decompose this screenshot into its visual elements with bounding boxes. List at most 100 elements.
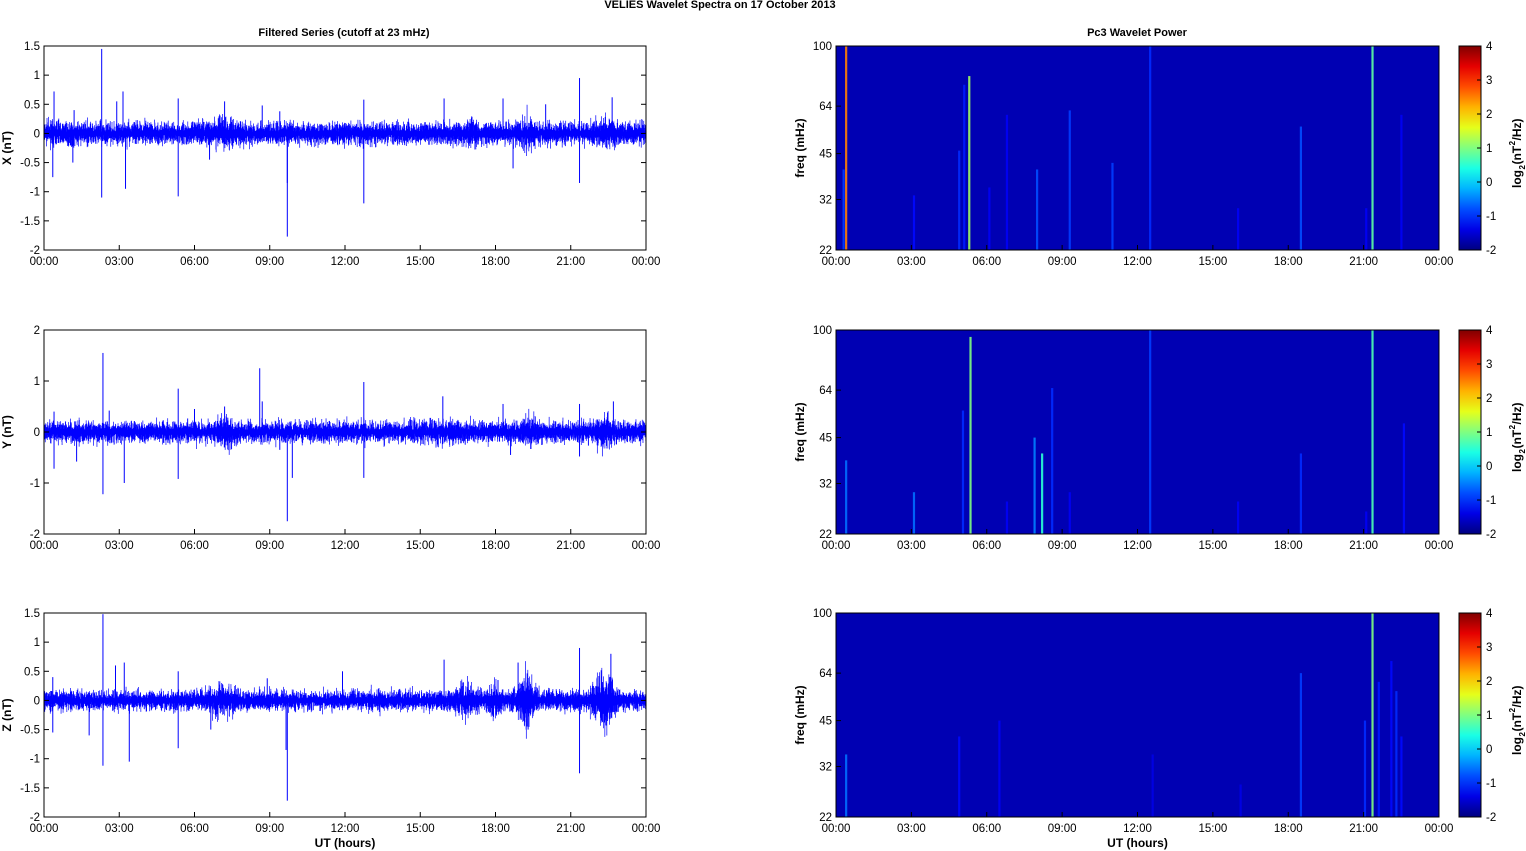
- colorbar-tick-label: 2: [1486, 109, 1492, 121]
- colorbar-tick-label: 0: [1486, 744, 1492, 756]
- power-streak: [1395, 691, 1398, 817]
- colorbar-label-part: 2: [1508, 140, 1517, 145]
- power-streak: [1363, 720, 1367, 817]
- power-streak: [912, 195, 916, 250]
- x-tick-label: 21:00: [556, 540, 585, 552]
- power-streak: [1068, 492, 1071, 534]
- y-tick-label: -1.5: [20, 216, 40, 228]
- y-tick-label: 1: [34, 637, 40, 649]
- x-tick-label: 15:00: [406, 540, 435, 552]
- x-tick-label: 00:00: [822, 256, 851, 268]
- colorbar-tick-label: 1: [1486, 710, 1492, 722]
- colorbar-label: log2(nT2/Hz): [1508, 685, 1526, 755]
- y-tick-label: -0.5: [20, 725, 40, 737]
- power-streak: [1400, 114, 1403, 250]
- power-streak: [1149, 46, 1152, 250]
- x-tick-label: 03:00: [105, 823, 134, 835]
- right-column-title: Pc3 Wavelet Power: [1087, 27, 1188, 39]
- y-axis-label: X (nT): [0, 131, 14, 165]
- power-streak: [1371, 330, 1374, 534]
- colorbar-label-part: log: [1510, 454, 1524, 472]
- timeseries-panel: 1.5 1 0.5 0 -0.5 -1 -1.5 -2 Z (nT) 00:00 03:00 06:0…: [0, 608, 660, 850]
- colorbar-tick-label: 0: [1486, 461, 1492, 473]
- colorbar-label-part: log: [1510, 737, 1524, 755]
- power-streak: [1377, 681, 1380, 817]
- x-tick-label: 21:00: [1349, 823, 1378, 835]
- y-tick-label: -2: [30, 245, 40, 257]
- power-streak: [1051, 388, 1054, 534]
- y-tick-label: 32: [819, 195, 832, 207]
- x-tick-label: 09:00: [1048, 540, 1077, 552]
- x-tick-label: 00:00: [822, 540, 851, 552]
- colorbar-label-part: /Hz): [1510, 402, 1524, 424]
- x-tick-label: 00:00: [1425, 256, 1454, 268]
- left-column-title: Filtered Series (cutoff at 23 mHz): [258, 27, 429, 39]
- y-tick-label: 45: [819, 433, 832, 445]
- x-tick-label: 15:00: [1198, 823, 1227, 835]
- power-streak: [1239, 784, 1242, 817]
- x-tick-label: 15:00: [406, 823, 435, 835]
- heatmap-background: [836, 613, 1439, 817]
- y-axis-label: Z (nT): [0, 698, 14, 731]
- x-tick-label: 09:00: [1048, 256, 1077, 268]
- x-tick-label: 00:00: [632, 823, 661, 835]
- y-tick-label: 32: [819, 762, 832, 774]
- x-tick-label: 06:00: [972, 540, 1001, 552]
- y-tick-label: 45: [819, 149, 832, 161]
- y-axis-label: Y (nT): [0, 415, 14, 449]
- colorbar-label: log2(nT2/Hz): [1508, 118, 1526, 188]
- plot-area: [44, 613, 646, 817]
- x-tick-label: 06:00: [180, 540, 209, 552]
- power-streak: [842, 169, 845, 250]
- x-tick-label: 09:00: [255, 823, 284, 835]
- x-tick-label: 12:00: [1123, 540, 1152, 552]
- x-tick-label: 18:00: [1274, 823, 1303, 835]
- power-streak: [958, 150, 961, 250]
- x-tick-label: 15:00: [406, 256, 435, 268]
- timeseries-panel: 2 1 0 -1 -2 Y (nT) 00:00 03:00 06:00 09:00 12:00 15…: [0, 325, 660, 552]
- x-tick-label: 09:00: [255, 540, 284, 552]
- panels-layer: 1.5 1 0.5 0 -0.5 -1 -1.5 -2 X (nT) 00:00 03:00 06:0…: [0, 41, 1526, 850]
- power-streak: [998, 720, 1001, 817]
- x-tick-label: 21:00: [556, 823, 585, 835]
- colorbar-tick-label: 0: [1486, 177, 1492, 189]
- x-tick-label: 03:00: [897, 256, 926, 268]
- power-streak: [968, 76, 971, 250]
- x-tick-label: 06:00: [972, 256, 1001, 268]
- power-streak: [1371, 46, 1374, 250]
- colorbar-tick-label: 1: [1486, 427, 1492, 439]
- y-tick-label: 0: [34, 128, 40, 140]
- x-tick-label: 00:00: [30, 256, 59, 268]
- colorbar-tick-label: 4: [1486, 325, 1493, 337]
- power-streak: [1390, 661, 1393, 817]
- x-tick-label: 00:00: [30, 540, 59, 552]
- y-tick-label: 0: [34, 427, 40, 439]
- colorbar-label-part: 2: [1508, 707, 1517, 712]
- x-tick-label: 00:00: [632, 256, 661, 268]
- power-streak: [1400, 736, 1403, 817]
- x-tick-label: 12:00: [331, 256, 360, 268]
- y-tick-label: 22: [819, 245, 832, 257]
- x-tick-label: 03:00: [897, 540, 926, 552]
- y-tick-label: 100: [813, 41, 832, 53]
- x-axis-label: UT (hours): [1107, 836, 1168, 850]
- heatmap-background: [836, 46, 1439, 250]
- y-tick-label: -1: [30, 478, 40, 490]
- power-streak: [1151, 754, 1154, 817]
- colorbar-label-part: 2: [1508, 424, 1517, 429]
- x-tick-label: 00:00: [30, 823, 59, 835]
- power-streak: [845, 46, 848, 250]
- y-tick-label: 0: [34, 695, 40, 707]
- plot-area: [44, 46, 646, 250]
- power-streak: [1005, 114, 1009, 250]
- x-tick-label: 03:00: [897, 823, 926, 835]
- power-streak: [961, 410, 965, 534]
- power-streak: [1111, 162, 1114, 250]
- power-streak: [1365, 511, 1368, 534]
- x-tick-label: 18:00: [481, 823, 510, 835]
- heatmap-background: [836, 330, 1439, 534]
- x-tick-label: 00:00: [1425, 823, 1454, 835]
- x-tick-label: 21:00: [1349, 540, 1378, 552]
- y-tick-label: -0.5: [20, 158, 40, 170]
